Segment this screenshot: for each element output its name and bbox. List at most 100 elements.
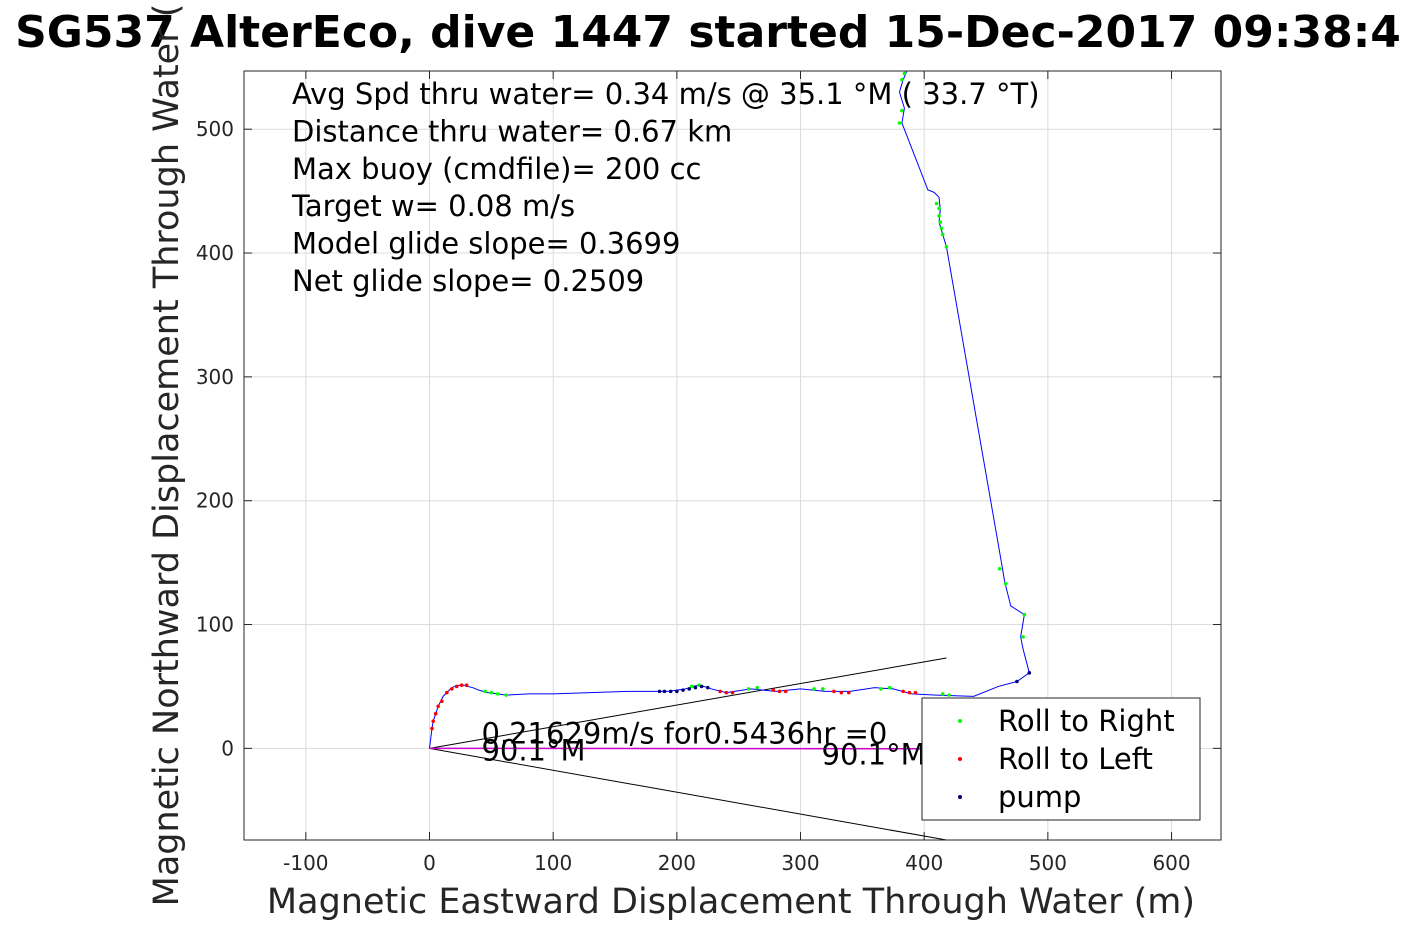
roll-left-point <box>718 689 722 694</box>
pump-point <box>675 689 679 694</box>
roll-right-point <box>1004 581 1008 586</box>
roll-right-point <box>897 121 902 125</box>
legend-box <box>921 697 1201 821</box>
x-tick-label: 300 <box>781 851 819 875</box>
roll-left-point <box>777 689 782 694</box>
pump-point <box>705 685 710 690</box>
pump-point <box>1027 671 1032 675</box>
roll-right-point <box>495 692 500 696</box>
x-axis-label: Magnetic Eastward Displacement Through W… <box>267 882 1195 922</box>
roll-right-point <box>1022 612 1027 617</box>
roll-right-point <box>483 689 487 694</box>
roll-right-point <box>937 214 941 218</box>
y-tick-label: 200 <box>196 489 234 513</box>
roll-right-point <box>887 685 892 690</box>
roll-right-point <box>900 108 904 113</box>
statistic-line: Target w= 0.08 m/s <box>291 189 575 223</box>
y-axis-label: Magnetic Northward Displacement Through … <box>147 4 187 907</box>
roll-left-point <box>440 699 444 704</box>
roll-right-point <box>689 684 694 689</box>
statistic-line: Net glide slope= 0.2509 <box>292 264 644 298</box>
roll-left-point <box>431 719 436 723</box>
x-tick-label: 600 <box>1152 851 1190 875</box>
roll-left-point <box>449 687 454 691</box>
roll-right-point <box>934 201 939 206</box>
roll-left-point <box>459 683 464 688</box>
x-tick-label: 400 <box>905 851 943 875</box>
roll-right-point <box>944 245 949 249</box>
roll-right-point <box>746 687 751 691</box>
roll-left-point <box>436 704 440 709</box>
roll-left-point <box>445 690 449 695</box>
roll-right-point <box>504 693 508 697</box>
heading-cone-line <box>429 747 947 840</box>
current-annotations: 0.21629m/s for0.5436hr =090.1°M 90.1°M <box>481 716 925 771</box>
statistic-line: Model glide slope= 0.3699 <box>292 227 680 261</box>
roll-left-point <box>839 690 844 695</box>
roll-right-point <box>947 693 951 697</box>
roll-right-point <box>900 77 904 82</box>
roll-left-point <box>846 690 851 695</box>
plot-frame <box>243 70 1222 841</box>
legend-marker-roll-left <box>958 757 962 761</box>
current-annotation: 90.1°M <box>822 737 926 771</box>
pump-point <box>687 687 692 691</box>
statistic-line: Max buoy (cmdfile)= 200 cc <box>292 152 701 186</box>
pump-point <box>657 689 662 694</box>
axis-ticks: -100 0 100 200 300 400 500 600 0 100 200 300 400 500 <box>196 71 1221 875</box>
roll-right-point <box>879 687 883 691</box>
legend: Roll to Right Roll to Left pump <box>921 697 1201 821</box>
pump-point <box>681 688 685 692</box>
x-tick-label: 100 <box>534 851 572 875</box>
grid-lines <box>244 71 1221 840</box>
roll-left-point <box>901 689 905 694</box>
chart-title: SG537 AlterEco, dive 1447 started 15-Dec… <box>15 7 1401 58</box>
roll-right-point <box>820 687 825 691</box>
roll-left-point <box>464 683 469 688</box>
track-markers <box>430 71 1032 731</box>
roll-right-point <box>940 232 945 237</box>
heading-cone <box>429 657 947 840</box>
pump-point <box>668 689 673 694</box>
y-tick-label: 0 <box>221 736 234 760</box>
legend-label-pump: pump <box>998 780 1081 814</box>
roll-right-point <box>937 206 941 211</box>
pump-point <box>1015 679 1019 684</box>
roll-right-point <box>812 687 816 691</box>
legend-label-roll-left: Roll to Left <box>998 742 1153 776</box>
y-tick-label: 500 <box>196 117 234 141</box>
x-tick-label: -100 <box>283 851 328 875</box>
roll-left-point <box>433 711 438 716</box>
x-tick-label: 0 <box>423 851 436 875</box>
roll-right-point <box>489 690 494 695</box>
roll-right-point <box>997 567 1002 571</box>
pump-point <box>693 685 698 690</box>
pump-point <box>662 689 667 694</box>
dive-statistics: Avg Spd thru water= 0.34 m/s @ 35.1 °M (… <box>291 77 1040 298</box>
roll-left-point <box>454 684 459 689</box>
legend-marker-pump <box>958 795 962 799</box>
roll-left-point <box>907 690 912 695</box>
roll-right-point <box>938 220 943 224</box>
legend-label-roll-right: Roll to Right <box>998 704 1175 738</box>
roll-right-point <box>940 692 945 696</box>
roll-right-point <box>902 71 907 76</box>
statistic-line: Distance thru water= 0.67 km <box>292 114 732 148</box>
current-annotation: 90.1°M <box>481 734 585 768</box>
roll-left-point <box>832 689 836 694</box>
roll-right-point <box>755 685 760 690</box>
legend-marker-roll-right <box>958 719 962 723</box>
statistic-line: Avg Spd thru water= 0.34 m/s @ 35.1 °M (… <box>292 77 1040 111</box>
y-tick-label: 100 <box>196 613 234 637</box>
roll-right-point <box>939 226 944 231</box>
x-tick-label: 500 <box>1029 851 1067 875</box>
y-tick-label: 400 <box>196 241 234 265</box>
roll-left-point <box>783 689 788 694</box>
pump-point <box>699 684 704 689</box>
y-tick-label: 300 <box>196 365 234 389</box>
roll-left-point <box>913 690 918 695</box>
x-tick-label: 200 <box>658 851 696 875</box>
roll-left-point <box>771 688 776 692</box>
roll-left-point <box>724 690 729 695</box>
